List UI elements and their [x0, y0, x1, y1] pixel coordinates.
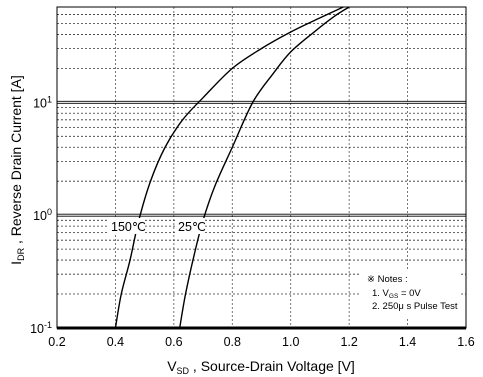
y-tick-label: 101: [33, 94, 52, 110]
x-tick-label: 0.8: [224, 335, 241, 349]
plot-frame: [56, 6, 467, 329]
x-tick-label: 0.4: [107, 335, 124, 349]
note-1: 1. VGS = 0V: [372, 288, 421, 300]
x-tick-label: 1.4: [399, 335, 416, 349]
x-tick-label: 0.2: [48, 335, 65, 349]
curve-label-bg-25: [176, 218, 205, 234]
x-tick-label: 1.0: [282, 335, 299, 349]
x-tick-label: 1.6: [457, 335, 474, 349]
curve-label-25: 25℃: [178, 220, 206, 234]
notes-bg: [360, 270, 460, 318]
x-axis-label: VSD , Source-Drain Voltage [V]: [167, 358, 355, 376]
y-tick-labels: 10-1 100 101: [30, 94, 52, 336]
x-tick-label: 1.2: [340, 335, 357, 349]
series-line-1: [179, 6, 350, 329]
curve-label-150: 150℃: [111, 220, 146, 234]
x-tick-label: 0.6: [165, 335, 182, 349]
y-axis-label: IDR , Reverse Drain Current [A]: [8, 75, 26, 265]
notes-title: ※ Notes :: [367, 274, 408, 285]
y-tick-label: 100: [33, 207, 52, 223]
curve-label-bg-150: [109, 218, 143, 234]
series-group: [114, 6, 350, 329]
x-tick-labels: 0.2 0.4 0.6 0.8 1.0 1.2 1.4 1.6: [48, 335, 474, 349]
series-line-0: [114, 6, 344, 329]
y-tick-label: 10-1: [30, 320, 52, 336]
note-2: 2. 250μ s Pulse Test: [372, 301, 458, 312]
